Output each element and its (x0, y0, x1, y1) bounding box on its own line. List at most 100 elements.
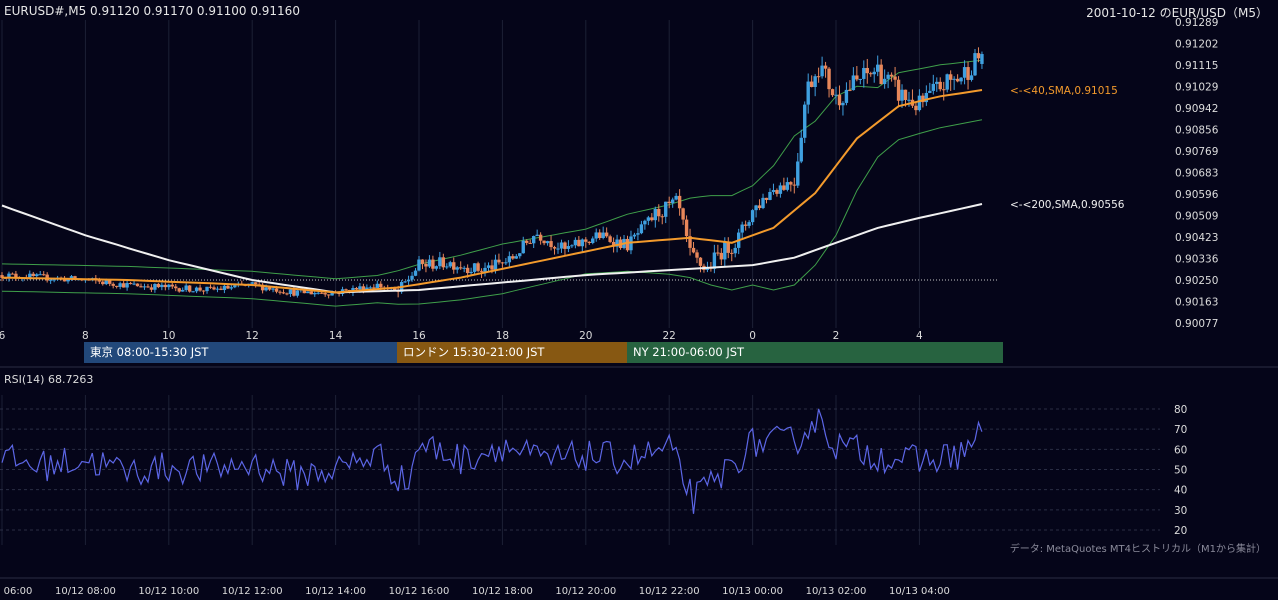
y-tick-label: 0.90423 (1175, 232, 1218, 244)
candle-body (0, 275, 4, 278)
x-tick-label: 0 (749, 330, 756, 342)
candle-body (907, 99, 911, 101)
candle-body (587, 241, 591, 243)
candle-body (139, 286, 143, 288)
candle-body (764, 197, 769, 200)
candle-body (132, 283, 136, 285)
candle-body (222, 285, 227, 291)
candle-body (594, 232, 598, 239)
candle-body (271, 288, 275, 290)
x-tick-label: 22 (663, 330, 676, 342)
candle-body (969, 75, 974, 80)
symbol-ohlc-header: EURUSD#,M5 0.91120 0.91170 0.91100 0.911… (4, 4, 300, 18)
candle-body (483, 267, 487, 272)
candle-body (851, 75, 856, 91)
candle-body (267, 287, 272, 290)
candle-body (796, 161, 800, 186)
bottom-tick-label: 10/12 06:00 (0, 586, 32, 597)
candle-body (719, 252, 724, 260)
candle-body (757, 205, 762, 209)
candle-body (789, 182, 793, 185)
candle-body (156, 283, 161, 288)
x-tick-label: 2 (833, 330, 840, 342)
candle-body (591, 238, 595, 243)
candle-body (375, 283, 379, 289)
candle-body (792, 184, 796, 186)
candle-body (212, 287, 216, 290)
candle-body (413, 270, 418, 276)
candle-body (358, 286, 362, 290)
y-tick-label: 0.90769 (1175, 146, 1218, 158)
candle-body (876, 64, 880, 72)
candle-body (740, 224, 744, 233)
rsi-tick-label: 30 (1174, 505, 1187, 517)
candle-body (563, 242, 567, 249)
candle-body (723, 241, 727, 260)
candle-body (69, 276, 74, 279)
candle-body (921, 95, 925, 103)
candle-body (372, 287, 376, 289)
candle-body (646, 217, 651, 221)
candle-body (410, 275, 414, 280)
candle-body (750, 210, 755, 223)
candle-body (549, 241, 553, 248)
candle-body (149, 287, 154, 290)
candle-body (820, 65, 824, 77)
candle-body (97, 280, 101, 282)
candle-body (959, 77, 963, 82)
candle-body (823, 65, 828, 69)
candle-body (556, 248, 560, 250)
candle-body (924, 92, 929, 103)
candle-body (465, 267, 470, 274)
bottom-tick-label: 10/12 20:00 (555, 586, 616, 597)
bottom-tick-label: 10/12 14:00 (305, 586, 366, 597)
candle-body (490, 265, 494, 270)
candle-body (278, 291, 282, 293)
candle-body (361, 286, 366, 291)
x-tick-label: 14 (329, 330, 343, 342)
candle-body (837, 94, 842, 106)
price-axis: 0.91289 0.91202 0.91115 0.91029 0.90942 0.908… (1175, 17, 1219, 330)
moving-averages: <-<40,SMA,0.91015 <-<200,SMA,0.90556 (1, 85, 1125, 294)
candle-body (493, 259, 498, 270)
candle-body (208, 286, 213, 288)
bottom-tick-label: 10/12 16:00 (389, 586, 450, 597)
candle-body (816, 76, 821, 78)
candle-body (205, 286, 209, 292)
candle-body (743, 224, 748, 226)
candle-body (323, 293, 327, 295)
candle-body (417, 259, 421, 271)
candle-body (778, 185, 783, 194)
bottom-tick-label: 10/13 00:00 (722, 586, 783, 597)
x-tick-label: 20 (579, 330, 592, 342)
candle-body (438, 257, 442, 267)
bollinger-bands (1, 59, 983, 307)
bottom-tick-label: 10/13 04:00 (889, 586, 950, 597)
x-tick-label: 6 (0, 330, 6, 342)
candle-body (66, 278, 70, 282)
candle-body (52, 279, 56, 281)
candle-body (903, 89, 908, 101)
candle-body (295, 290, 300, 296)
candle-body (862, 67, 866, 79)
candle-body (879, 64, 883, 85)
candle-body (636, 233, 640, 235)
candle-body (73, 276, 77, 280)
candle-body (226, 285, 230, 289)
candle-body (535, 234, 539, 237)
candle-body (229, 287, 234, 289)
candle-body (886, 74, 890, 79)
candle-body (525, 240, 529, 243)
rsi-tick-label: 50 (1174, 465, 1187, 477)
candle-body (128, 283, 133, 285)
candle-body (865, 67, 869, 74)
candle-body (476, 263, 480, 271)
bollinger-lower (1, 119, 983, 307)
candle-body (191, 291, 195, 293)
candle-body (35, 274, 39, 277)
candle-body (855, 75, 859, 80)
candle-body (872, 71, 876, 75)
candle-body (559, 242, 564, 249)
candle-body (118, 283, 122, 287)
candle-body (511, 256, 515, 259)
